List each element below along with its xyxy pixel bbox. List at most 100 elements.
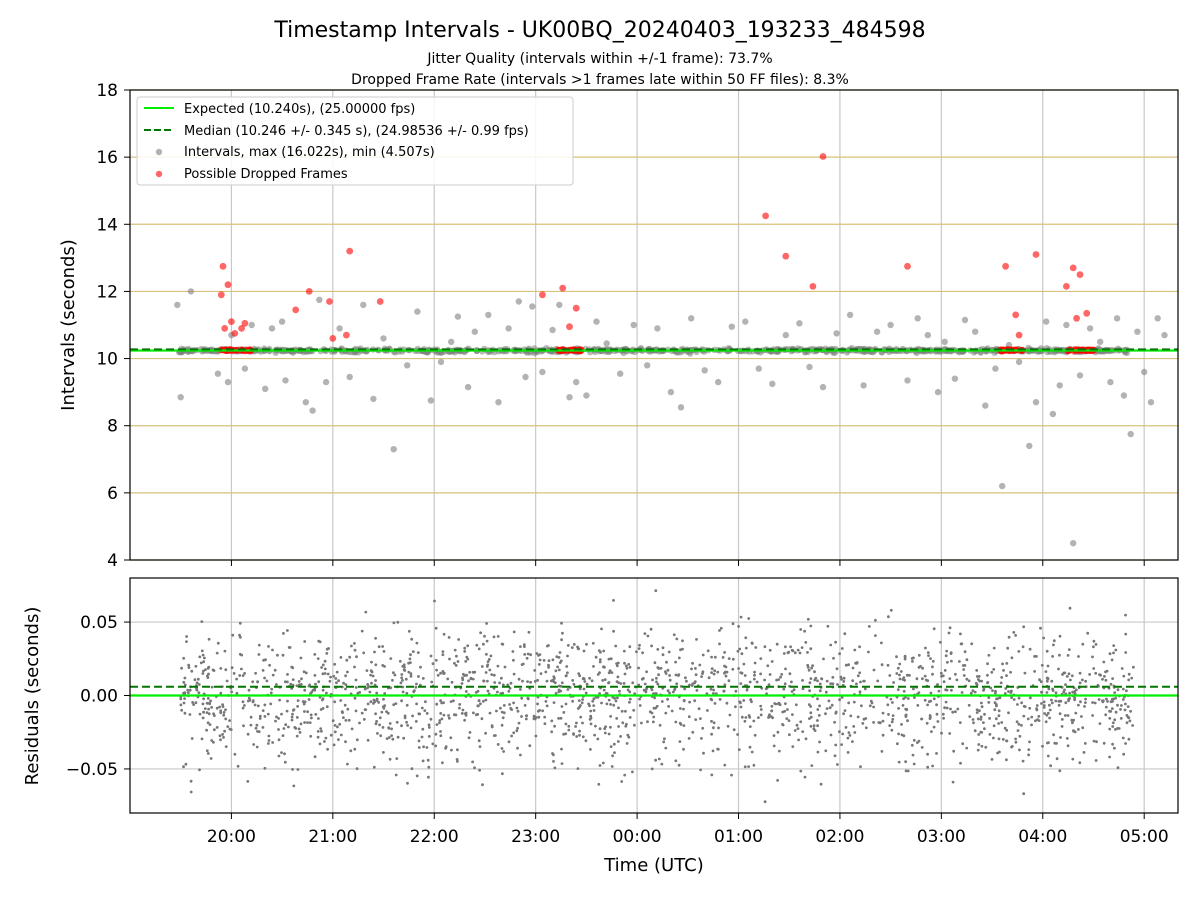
residual-point [1042,704,1046,707]
residual-point [206,752,210,755]
residuals-plot: −0.050.000.05 20:00 21:00 22:00 23:00 00:00 0… [22,577,1179,876]
residual-point [790,690,794,693]
residual-point [744,646,748,650]
residual-point [346,707,350,711]
residual-point [435,702,439,706]
residual-point [501,683,505,687]
residual-point [612,703,616,707]
residual-point [717,726,720,730]
residual-point [796,648,800,652]
residual-point [967,679,971,683]
residual-point [1073,692,1077,696]
residual-point [975,669,979,672]
residual-point [1083,705,1086,708]
residual-point [819,782,823,786]
residual-point [858,645,861,649]
residual-point [463,650,467,653]
residual-point [1071,721,1074,725]
residual-point [313,653,317,656]
residual-point [529,680,532,684]
residual-point [699,717,702,720]
residual-point [896,666,900,670]
residual-point [888,724,892,727]
residual-point [929,691,933,695]
residual-point [1029,696,1032,700]
residual-point [558,651,562,654]
residual-point [374,636,377,640]
residual-point [252,743,256,746]
residual-point [464,690,468,693]
residual-point [390,727,393,731]
residual-point [886,663,890,667]
residual-point [690,667,693,671]
residual-point [658,723,662,727]
residual-point [323,672,327,675]
residual-point [858,690,862,694]
residual-point [1035,704,1039,707]
residual-point [405,691,409,695]
residual-point [224,745,228,748]
residual-point [616,675,620,679]
residual-point [553,766,557,770]
residual-point [791,713,794,716]
residual-point [219,691,223,695]
residual-point [406,781,409,785]
residual-point [303,640,307,643]
residual-point [603,731,607,735]
residual-point [527,630,531,634]
residual-point [1003,726,1007,730]
residual-point [1005,728,1009,732]
residual-point [1010,696,1013,699]
interval-point [174,301,181,309]
residual-point [303,721,306,724]
residual-point [945,706,949,710]
residual-point [607,698,611,702]
residual-point [967,703,971,707]
residual-point [990,670,994,674]
residual-point [609,703,612,706]
residual-point [713,669,717,673]
residual-point [626,688,630,692]
residual-point [228,727,232,731]
legend-median-label: Median (10.246 +/- 0.345 s), (24.98536 +… [184,124,529,139]
residual-point [1111,742,1114,746]
residual-point [360,711,364,715]
residual-point [593,733,596,737]
residual-point [235,677,239,681]
residual-point [475,643,479,647]
residual-point [794,703,798,707]
residual-point [408,657,412,661]
residual-point [759,704,763,708]
residual-point [1014,740,1018,744]
residual-point [482,642,485,646]
residual-point [1116,727,1119,730]
residual-point [219,738,222,742]
residual-point [511,650,515,653]
residual-point [852,700,856,704]
dropped-frame-point [762,212,769,220]
residual-point [759,672,762,676]
residual-point [723,651,726,654]
residual-point [932,697,936,701]
residual-point [859,680,862,684]
residual-point [556,665,559,669]
residual-point [376,732,379,735]
residual-point [307,684,311,688]
residual-point [207,707,211,711]
residual-point [679,685,683,688]
residual-point [976,717,980,721]
residual-point [557,656,561,659]
residual-point [202,710,206,714]
residual-point [903,657,907,661]
interval-point [593,318,600,325]
legend-expected-label: Expected (10.240s), (25.00000 fps) [184,102,415,117]
residual-point [706,709,709,712]
residual-point [283,752,286,756]
residual-point [496,690,499,694]
residual-point [321,672,325,676]
residual-point [789,645,792,649]
residual-point [317,680,321,684]
residual-point [218,705,222,709]
residual-point [450,748,453,752]
